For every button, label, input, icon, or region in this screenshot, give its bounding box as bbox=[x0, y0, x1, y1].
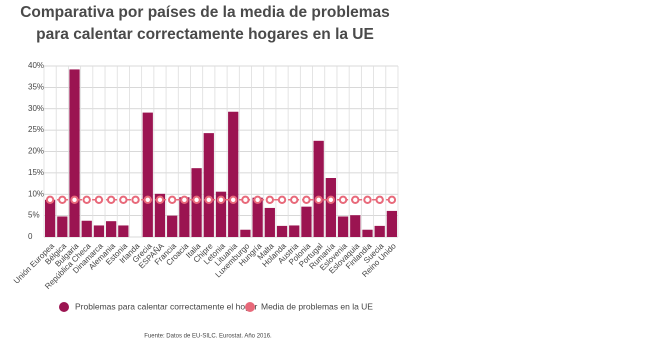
y-tick-label: 30% bbox=[28, 104, 44, 113]
legend-label: Media de problemas en la UE bbox=[261, 301, 373, 311]
bar bbox=[57, 216, 68, 237]
bar bbox=[81, 220, 92, 237]
y-tick-label: 20% bbox=[28, 147, 44, 156]
avg-point bbox=[229, 195, 238, 205]
avg-point bbox=[241, 195, 250, 205]
y-tick-label: 10% bbox=[28, 189, 44, 198]
bar bbox=[44, 199, 56, 237]
avg-point bbox=[58, 195, 67, 205]
bar bbox=[374, 225, 385, 237]
bar bbox=[240, 229, 251, 237]
bar bbox=[69, 69, 80, 237]
bar bbox=[106, 221, 117, 237]
source: Fuente: Datos de EU-SILC. Eurostat. Año … bbox=[144, 334, 272, 340]
avg-point bbox=[204, 195, 213, 205]
avg-point bbox=[45, 195, 55, 205]
avg-point bbox=[155, 195, 165, 205]
legend-marker bbox=[59, 302, 69, 312]
avg-point bbox=[290, 195, 299, 205]
bar bbox=[325, 178, 336, 237]
bar bbox=[350, 215, 361, 237]
avg-point bbox=[265, 195, 275, 205]
avg-point bbox=[70, 195, 79, 205]
avg-point bbox=[167, 195, 177, 205]
avg-point bbox=[119, 195, 128, 205]
avg-point bbox=[131, 195, 140, 205]
bar bbox=[276, 225, 288, 237]
y-tick-label: 35% bbox=[28, 82, 44, 91]
bar bbox=[252, 197, 263, 237]
y-tick-label: 0 bbox=[28, 232, 33, 241]
bar bbox=[93, 225, 105, 237]
avg-point bbox=[143, 195, 152, 205]
bar bbox=[264, 207, 275, 237]
legend-label: Problemas para calentar correctamente el… bbox=[75, 301, 258, 311]
bar bbox=[203, 133, 214, 237]
avg-point bbox=[387, 195, 397, 205]
bar bbox=[215, 191, 227, 237]
bar bbox=[362, 229, 373, 237]
bar bbox=[154, 193, 166, 237]
avg-point bbox=[277, 195, 287, 205]
y-tick-label: 15% bbox=[28, 168, 44, 177]
y-tick-label: 25% bbox=[28, 125, 44, 134]
avg-point bbox=[216, 195, 226, 205]
avg-point bbox=[82, 195, 91, 205]
bar bbox=[142, 112, 153, 237]
legend-marker bbox=[245, 302, 255, 312]
avg-point bbox=[363, 195, 372, 205]
avg-point bbox=[106, 195, 116, 205]
bar bbox=[337, 216, 349, 237]
avg-point bbox=[314, 195, 323, 205]
bar bbox=[301, 206, 312, 237]
bar bbox=[386, 210, 398, 237]
bar bbox=[118, 225, 129, 237]
avg-point bbox=[253, 195, 262, 205]
bar bbox=[228, 111, 239, 237]
avg-point bbox=[192, 195, 201, 205]
bar bbox=[289, 225, 300, 237]
avg-point bbox=[326, 195, 336, 205]
y-tick-label: 5% bbox=[28, 211, 40, 220]
bar bbox=[167, 215, 178, 237]
avg-point bbox=[94, 195, 104, 205]
bar bbox=[313, 140, 324, 237]
avg-point bbox=[375, 195, 384, 205]
chart-title: Comparativa por países de la media de pr… bbox=[20, 4, 390, 43]
avg-point bbox=[180, 195, 189, 205]
avg-point bbox=[338, 195, 348, 205]
bar bbox=[179, 197, 190, 237]
avg-point bbox=[302, 195, 311, 205]
y-tick-label: 40% bbox=[28, 61, 44, 70]
avg-point bbox=[351, 195, 360, 205]
